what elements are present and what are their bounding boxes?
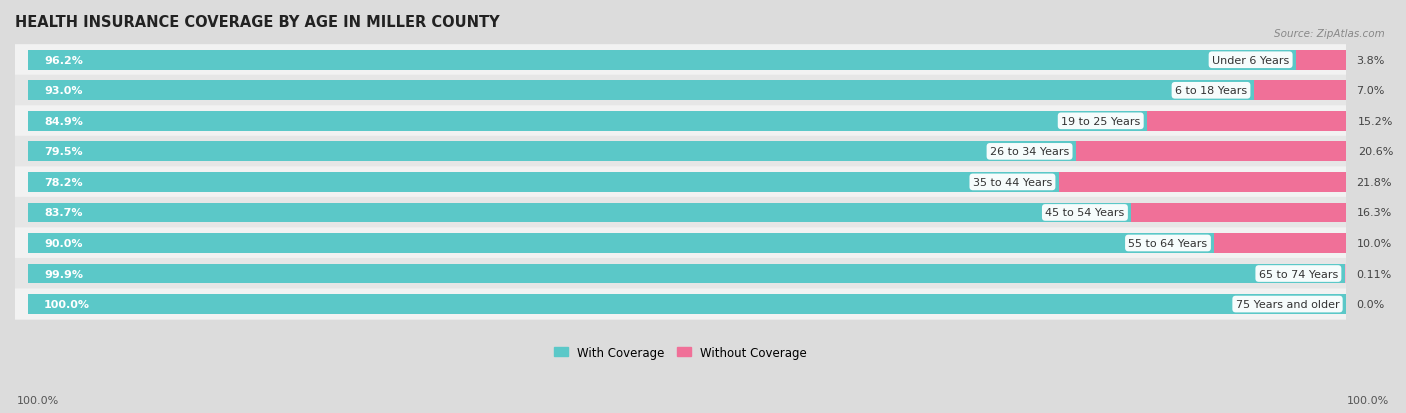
- Text: 10.0%: 10.0%: [1357, 238, 1392, 248]
- Bar: [1344, 264, 1346, 284]
- Bar: [28, 203, 1130, 223]
- Bar: [28, 233, 1215, 253]
- Bar: [1076, 142, 1347, 162]
- Bar: [28, 51, 1296, 71]
- FancyBboxPatch shape: [15, 258, 1360, 290]
- Text: Source: ZipAtlas.com: Source: ZipAtlas.com: [1274, 29, 1385, 39]
- Bar: [1130, 203, 1346, 223]
- Bar: [1215, 233, 1346, 253]
- Bar: [28, 173, 1059, 192]
- Text: 21.8%: 21.8%: [1357, 178, 1392, 188]
- Text: 96.2%: 96.2%: [44, 56, 83, 66]
- FancyBboxPatch shape: [15, 289, 1360, 320]
- Text: 16.3%: 16.3%: [1357, 208, 1392, 218]
- Bar: [28, 81, 1254, 101]
- Text: 100.0%: 100.0%: [17, 395, 59, 405]
- Text: 6 to 18 Years: 6 to 18 Years: [1175, 86, 1247, 96]
- Text: 20.6%: 20.6%: [1358, 147, 1393, 157]
- Text: 93.0%: 93.0%: [44, 86, 83, 96]
- FancyBboxPatch shape: [15, 197, 1360, 228]
- Text: 83.7%: 83.7%: [44, 208, 83, 218]
- Text: 100.0%: 100.0%: [1347, 395, 1389, 405]
- Text: 100.0%: 100.0%: [44, 299, 90, 309]
- FancyBboxPatch shape: [15, 228, 1360, 259]
- Text: 0.11%: 0.11%: [1357, 269, 1392, 279]
- Text: HEALTH INSURANCE COVERAGE BY AGE IN MILLER COUNTY: HEALTH INSURANCE COVERAGE BY AGE IN MILL…: [15, 15, 499, 30]
- Bar: [28, 112, 1147, 131]
- Text: 99.9%: 99.9%: [44, 269, 83, 279]
- Text: 79.5%: 79.5%: [44, 147, 83, 157]
- Text: 0.0%: 0.0%: [1357, 299, 1385, 309]
- FancyBboxPatch shape: [15, 106, 1360, 137]
- Text: 26 to 34 Years: 26 to 34 Years: [990, 147, 1069, 157]
- Text: 3.8%: 3.8%: [1357, 56, 1385, 66]
- Bar: [28, 264, 1344, 284]
- Bar: [1059, 173, 1346, 192]
- Bar: [28, 294, 1346, 314]
- FancyBboxPatch shape: [15, 167, 1360, 198]
- Text: 7.0%: 7.0%: [1357, 86, 1385, 96]
- Text: 75 Years and older: 75 Years and older: [1236, 299, 1340, 309]
- Text: 45 to 54 Years: 45 to 54 Years: [1045, 208, 1125, 218]
- FancyBboxPatch shape: [15, 76, 1360, 107]
- FancyBboxPatch shape: [15, 136, 1360, 168]
- Bar: [1147, 112, 1347, 131]
- Text: 55 to 64 Years: 55 to 64 Years: [1129, 238, 1208, 248]
- Text: Under 6 Years: Under 6 Years: [1212, 56, 1289, 66]
- Text: 19 to 25 Years: 19 to 25 Years: [1062, 116, 1140, 126]
- Legend: With Coverage, Without Coverage: With Coverage, Without Coverage: [550, 341, 811, 363]
- Text: 35 to 44 Years: 35 to 44 Years: [973, 178, 1052, 188]
- Bar: [28, 142, 1076, 162]
- Bar: [1296, 51, 1346, 71]
- Text: 15.2%: 15.2%: [1358, 116, 1393, 126]
- FancyBboxPatch shape: [15, 45, 1360, 76]
- Bar: [1254, 81, 1346, 101]
- Text: 65 to 74 Years: 65 to 74 Years: [1258, 269, 1339, 279]
- Text: 84.9%: 84.9%: [44, 116, 83, 126]
- Text: 78.2%: 78.2%: [44, 178, 83, 188]
- Text: 90.0%: 90.0%: [44, 238, 83, 248]
